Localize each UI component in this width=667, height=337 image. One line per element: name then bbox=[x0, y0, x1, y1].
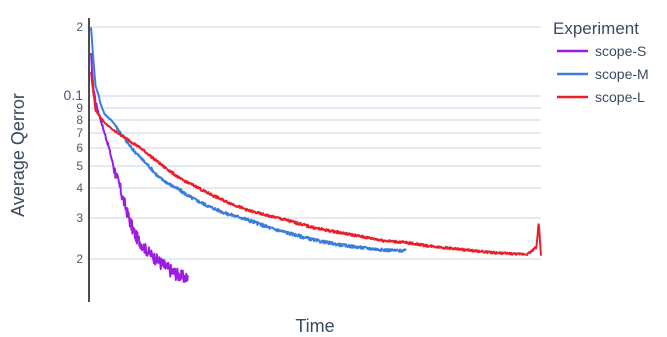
y-axis-title: Average Qerror bbox=[8, 93, 28, 217]
series-line-scope-S bbox=[90, 53, 189, 283]
legend-label: scope-S bbox=[595, 43, 646, 59]
legend-title: Experiment bbox=[553, 19, 639, 38]
y-tick-label: 8 bbox=[76, 113, 83, 127]
gridlines bbox=[89, 26, 541, 260]
series-lines bbox=[90, 27, 542, 283]
y-tick-label: 4 bbox=[76, 181, 83, 195]
y-tick-label: 6 bbox=[76, 141, 83, 155]
legend-label: scope-M bbox=[595, 66, 649, 82]
y-tick-label: 0.1 bbox=[64, 87, 84, 103]
y-tick-label: 9 bbox=[76, 101, 83, 115]
y-tick-label: 3 bbox=[76, 211, 83, 225]
y-tick-label: 2 bbox=[76, 20, 83, 34]
y-tick-label: 2 bbox=[76, 252, 83, 266]
legend-label: scope-L bbox=[595, 89, 645, 105]
series-line-scope-L bbox=[90, 71, 542, 257]
y-tick-label: 7 bbox=[76, 126, 83, 140]
x-axis-title: Time bbox=[295, 316, 334, 336]
y-tick-label: 5 bbox=[76, 159, 83, 173]
series-line-scope-M bbox=[90, 27, 407, 253]
legend: Experiment scope-S scope-M scope-L bbox=[553, 19, 649, 105]
